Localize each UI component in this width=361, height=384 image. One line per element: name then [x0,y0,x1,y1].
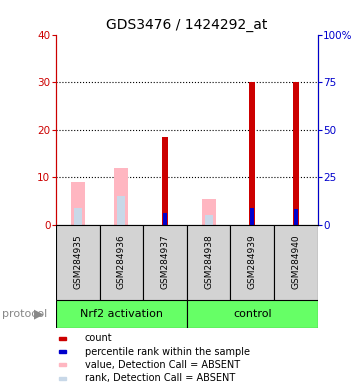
Bar [56,300,187,328]
Bar [202,199,216,225]
Text: count: count [85,333,112,343]
Bar [143,225,187,300]
Text: GSM284935: GSM284935 [73,235,82,290]
Bar [56,225,100,300]
Bar [249,82,255,225]
Bar [293,82,299,225]
Text: GSM284936: GSM284936 [117,235,126,290]
Text: percentile rank within the sample: percentile rank within the sample [85,347,250,357]
Bar [114,168,129,225]
Bar [187,300,318,328]
Text: Nrf2 activation: Nrf2 activation [80,309,163,319]
Bar [117,196,125,225]
Text: rank, Detection Call = ABSENT: rank, Detection Call = ABSENT [85,373,235,384]
Bar [187,225,230,300]
Bar [58,350,66,353]
Text: GSM284939: GSM284939 [248,235,257,290]
Text: ▶: ▶ [34,308,44,320]
Bar [250,207,254,225]
Bar [58,377,66,380]
Text: protocol: protocol [2,309,47,319]
Bar [71,182,85,225]
Bar [58,363,66,366]
Bar [100,225,143,300]
Text: GSM284937: GSM284937 [161,235,170,290]
Bar [74,208,82,225]
Title: GDS3476 / 1424292_at: GDS3476 / 1424292_at [106,18,268,32]
Bar [274,225,318,300]
Text: control: control [233,309,271,319]
Text: value, Detection Call = ABSENT: value, Detection Call = ABSENT [85,359,240,369]
Bar [205,215,213,225]
Bar [163,213,167,225]
Bar [230,225,274,300]
Bar [58,337,66,340]
Text: GSM284938: GSM284938 [204,235,213,290]
Text: GSM284940: GSM284940 [291,235,300,290]
Bar [162,137,168,225]
Bar [294,209,298,225]
